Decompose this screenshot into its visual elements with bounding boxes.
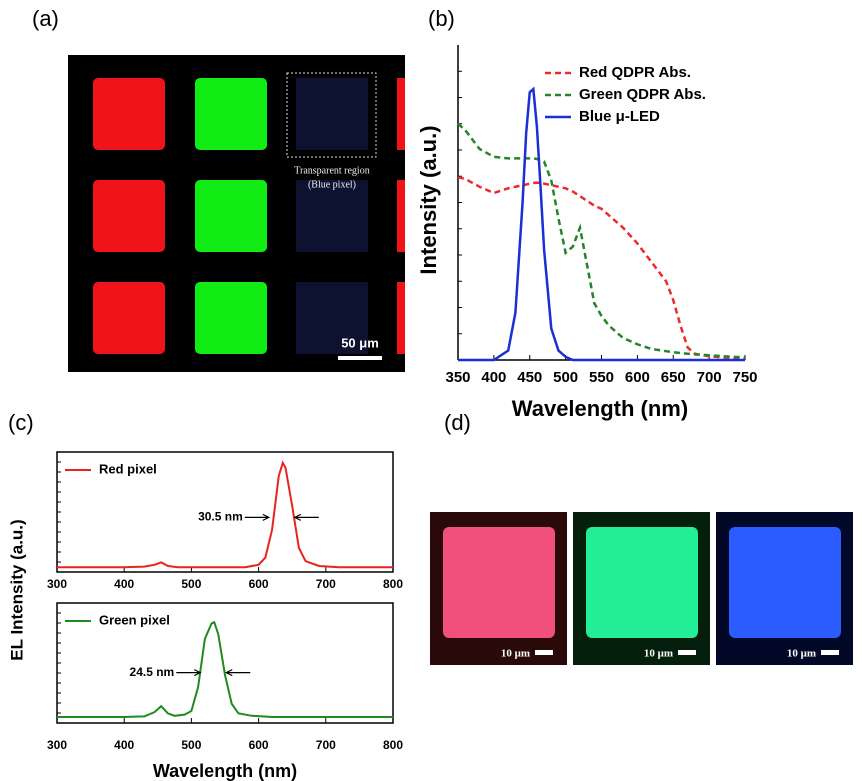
legend-label: Green pixel — [99, 612, 170, 627]
x-tick-label: 500 — [553, 369, 578, 386]
scale-bar-label: 10 μm — [501, 648, 530, 660]
x-tick-label: 400 — [481, 369, 506, 386]
x-axis-label: Wavelength (nm) — [512, 396, 688, 421]
fwhm-arrow — [244, 513, 271, 521]
series-line — [458, 86, 745, 362]
y-axis-label: EL Intensity (a.u.) — [7, 519, 26, 660]
panel-label: (a) — [32, 6, 59, 31]
legend-label: Red QDPR Abs. — [579, 64, 691, 81]
fwhm-arrow — [293, 513, 319, 521]
panel-label: (b) — [428, 6, 455, 31]
y-axis-label: Intensity (a.u.) — [416, 125, 441, 274]
series-line — [57, 620, 393, 718]
x-tick-label: 600 — [249, 738, 269, 752]
x-tick-label: 650 — [661, 369, 686, 386]
x-tick-label: 450 — [517, 369, 542, 386]
series-line — [457, 122, 746, 359]
scale-bar-label: 10 μm — [787, 648, 816, 660]
annotation: 24.5 nm — [130, 665, 175, 679]
x-tick-label: 500 — [181, 577, 201, 591]
scale-bar-label: 50 μm — [341, 335, 379, 350]
panel-label: (d) — [444, 410, 471, 435]
x-tick-label: 350 — [445, 369, 470, 386]
x-tick-label: 300 — [47, 738, 67, 752]
x-tick-label: 700 — [316, 738, 336, 752]
x-tick-label: 400 — [114, 577, 134, 591]
x-tick-label: 800 — [383, 738, 403, 752]
series-line — [57, 460, 393, 569]
scale-bar-label: 10 μm — [644, 648, 673, 660]
x-tick-label: 600 — [249, 577, 269, 591]
annotation: 30.5 nm — [198, 510, 243, 524]
micrograph-a: Transparent region (Blue pixel) 50 μm — [68, 55, 405, 372]
x-tick-label: 400 — [114, 738, 134, 752]
x-tick-label: 500 — [181, 738, 201, 752]
x-tick-label: 700 — [697, 369, 722, 386]
panel-label: (c) — [8, 410, 34, 435]
x-tick-label: 700 — [316, 577, 336, 591]
micrographs-d: 10 μm 10 μm 10 μm — [430, 512, 853, 665]
x-axis-label: Wavelength (nm) — [153, 761, 297, 781]
legend-label: Red pixel — [99, 461, 157, 476]
x-tick-label: 800 — [383, 577, 403, 591]
series-line — [457, 176, 746, 360]
x-tick-label: 750 — [732, 369, 757, 386]
annotation: (Blue pixel) — [308, 179, 356, 190]
fwhm-arrow — [224, 669, 251, 677]
legend-label: Green QDPR Abs. — [579, 86, 706, 103]
x-tick-label: 550 — [589, 369, 614, 386]
fwhm-arrow — [176, 669, 202, 677]
x-tick-label: 300 — [47, 577, 67, 591]
x-tick-label: 600 — [625, 369, 650, 386]
legend-label: Blue μ-LED — [579, 108, 660, 125]
annotation: Transparent region — [294, 165, 369, 176]
